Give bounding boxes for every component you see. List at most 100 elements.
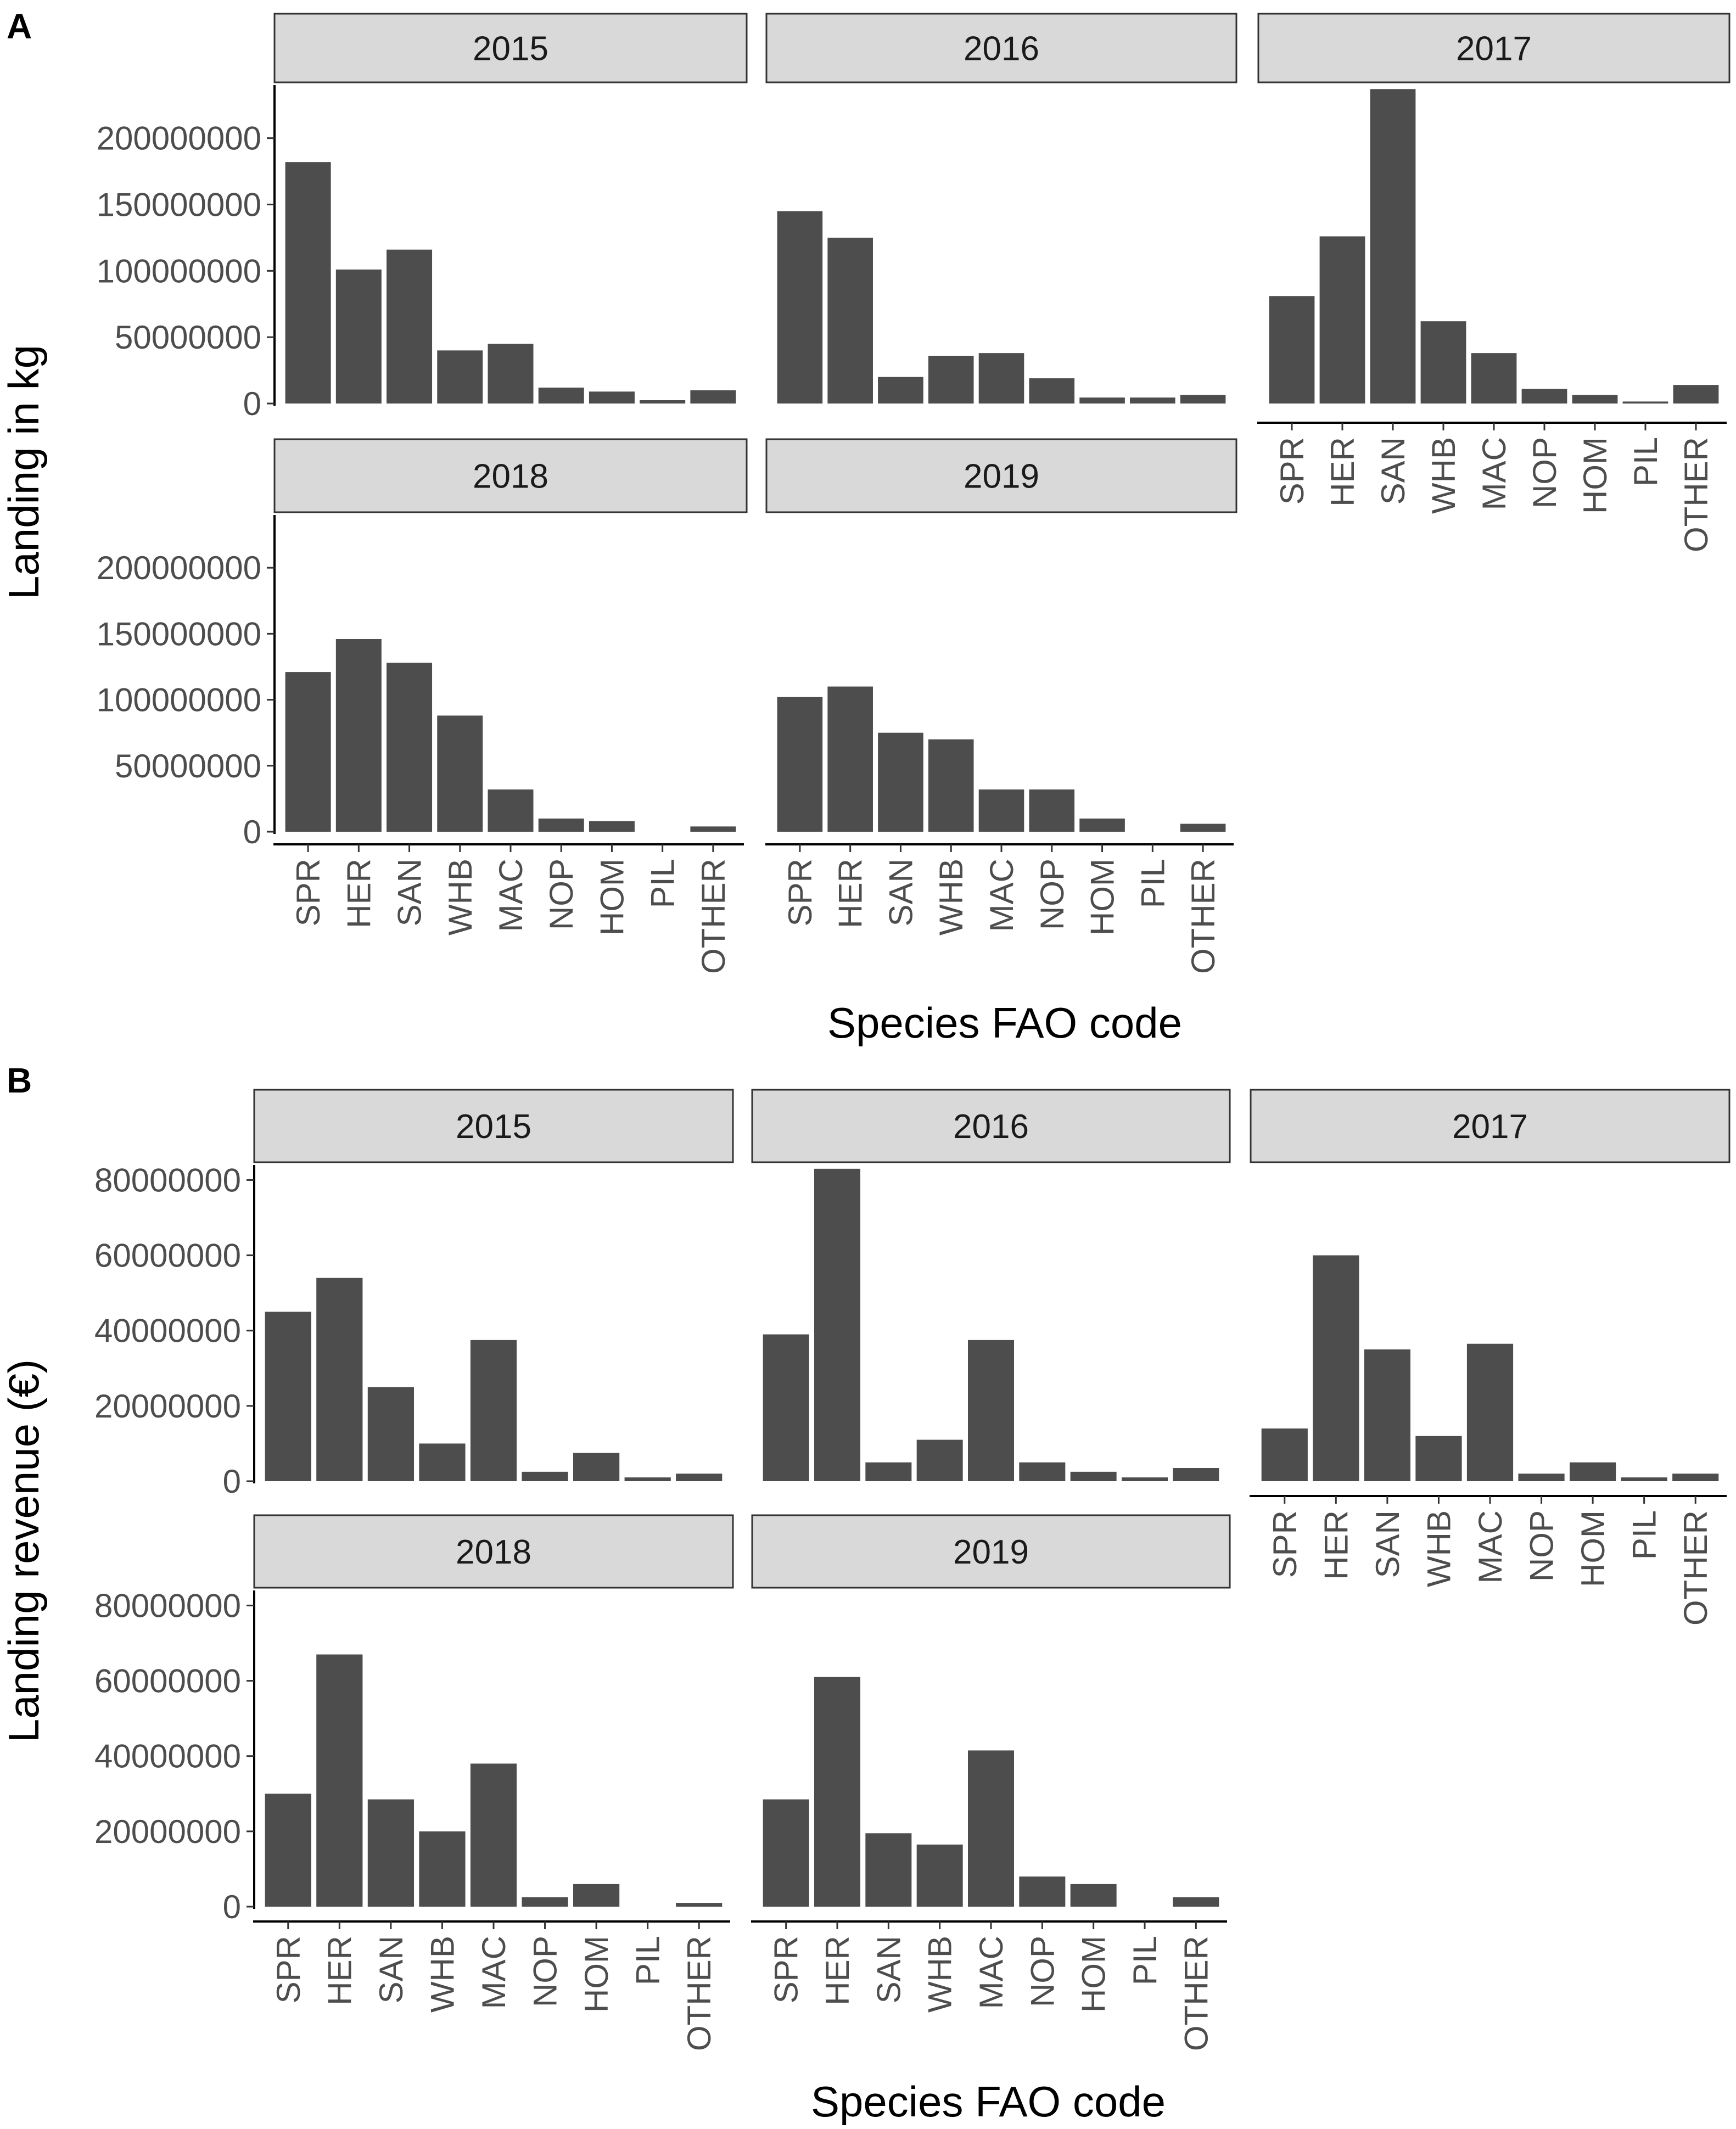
bar-2018-mac [488,789,534,832]
bar-2015-spr [285,162,331,404]
x-tick-label: WHB [933,859,970,935]
bar-2018-san [367,1799,414,1907]
bar-2019-nop [1019,1876,1066,1907]
bar-2015-mac [488,344,534,404]
x-tick-label: MAC [973,1936,1010,2009]
bar-2017-her [1319,236,1365,404]
bar-2015-her [316,1278,363,1481]
facet-strip-label: 2015 [456,1108,531,1146]
x-tick-label: PIL [645,859,681,908]
bar-2016-spr [777,211,823,404]
facet-strip [253,1514,734,1589]
facet-strip-label: 2018 [456,1533,531,1571]
bar-2019-spr [777,697,823,832]
x-tick-label: MAC [475,1936,512,2009]
x-tick-label: PIL [1127,1936,1163,1985]
bar-2019-other [1173,1897,1219,1907]
x-tick-label: HER [832,859,869,928]
y-tick-label: 80000000 [94,1162,241,1198]
bar-2015-hom [573,1453,620,1481]
x-tick-label: NOP [543,859,580,930]
bar-2017-whb [1420,321,1466,404]
x-tick-label: SPR [1274,437,1311,505]
bar-2016-whb [928,356,974,404]
facet-2018: 2018 0 50000000 100000000 150000000 200000000… [97,438,748,974]
y-tick-label: 40000000 [94,1738,241,1775]
bar-2018-hom [573,1884,620,1907]
x-tick-label: SAN [373,1936,410,2003]
x-tick-label: SAN [870,1936,907,2003]
x-tick-label: SAN [1369,1510,1406,1578]
bar-2015-pil [640,400,686,404]
bar-2016-her [827,237,873,404]
y-tick-label: 100000000 [97,682,261,719]
bar-2017-pil [1621,1477,1667,1481]
x-tick-label: HER [819,1936,856,2005]
x-tick-label: SPR [290,859,327,926]
facet-strip [1257,13,1731,83]
x-tick-label: MAC [492,859,529,932]
x-tick-label: SAN [391,859,428,926]
facet-strip-label: 2016 [953,1108,1029,1146]
bar-2015-spr [265,1312,311,1481]
bar-2017-pil [1622,401,1668,404]
bar-2015-whb [419,1443,466,1481]
figure-tag: A [7,7,32,46]
bar-2015-other [690,390,736,404]
facet-strip [253,1089,734,1163]
bar-2018-her [335,638,382,832]
facet-2016: 2016 [765,13,1237,404]
facet-strip-label: 2018 [473,458,548,496]
bar-2016-spr [763,1334,809,1481]
bar-2018-san [387,663,433,832]
bar-2019-her [814,1677,860,1907]
x-tick-label: SPR [270,1936,307,2003]
bar-2015-pil [624,1477,671,1481]
x-tick-label: OTHER [681,1936,718,2051]
bar-2015-her [335,269,382,404]
y-axis-title: Landing in kg [0,345,48,600]
bar-2018-other [676,1903,723,1907]
bar-2017-whb [1415,1436,1462,1481]
x-tick-label: MAC [1476,437,1513,510]
bar-2017-nop [1521,389,1567,404]
bar-2016-pil [1130,397,1175,404]
x-tick-label: WHB [1420,1510,1457,1587]
bar-2016-hom [1070,1471,1117,1481]
bar-2019-her [827,686,873,832]
y-axis-title: Landing revenue (€) [0,1359,48,1743]
x-tick-label: NOP [1526,437,1563,508]
x-tick-label: WHB [442,859,479,935]
facet-2017: 2017 SPR HER SAN WHB MAC NOP HOM PIL OTHER [1257,13,1731,552]
y-tick-label: 80000000 [94,1587,241,1624]
bar-2015-nop [538,388,584,404]
bar-2016-hom [1079,397,1125,404]
x-tick-label: OTHER [1185,859,1222,974]
x-tick-label: OTHER [695,859,732,974]
bar-2019-spr [763,1799,809,1907]
x-tick-label: HOM [1084,859,1121,935]
bar-2015-whb [437,350,483,404]
y-tick-label: 150000000 [97,187,261,223]
bar-2019-mac [968,1750,1014,1907]
x-tick-label: PIL [630,1936,667,1985]
bar-2015-other [676,1474,723,1481]
x-axis-title: Species FAO code [811,2077,1166,2126]
bar-2016-other [1173,1468,1219,1481]
bar-2018-other [690,826,736,832]
bar-2017-san [1364,1349,1410,1481]
facet-strip [273,438,748,513]
bar-2016-whb [916,1439,963,1481]
y-tick-label: 50000000 [115,319,261,356]
y-tick-label: 150000000 [97,615,261,652]
y-tick-label: 60000000 [94,1663,241,1700]
bar-2016-pil [1122,1477,1168,1481]
bar-2017-hom [1570,1462,1616,1481]
x-tick-label: MAC [1472,1510,1509,1583]
facet-strip-label: 2017 [1452,1108,1528,1146]
x-tick-label: HOM [1076,1936,1112,2013]
bar-2016-mac [978,353,1024,404]
x-tick-label: NOP [1034,859,1071,930]
bar-2018-whb [437,715,483,832]
